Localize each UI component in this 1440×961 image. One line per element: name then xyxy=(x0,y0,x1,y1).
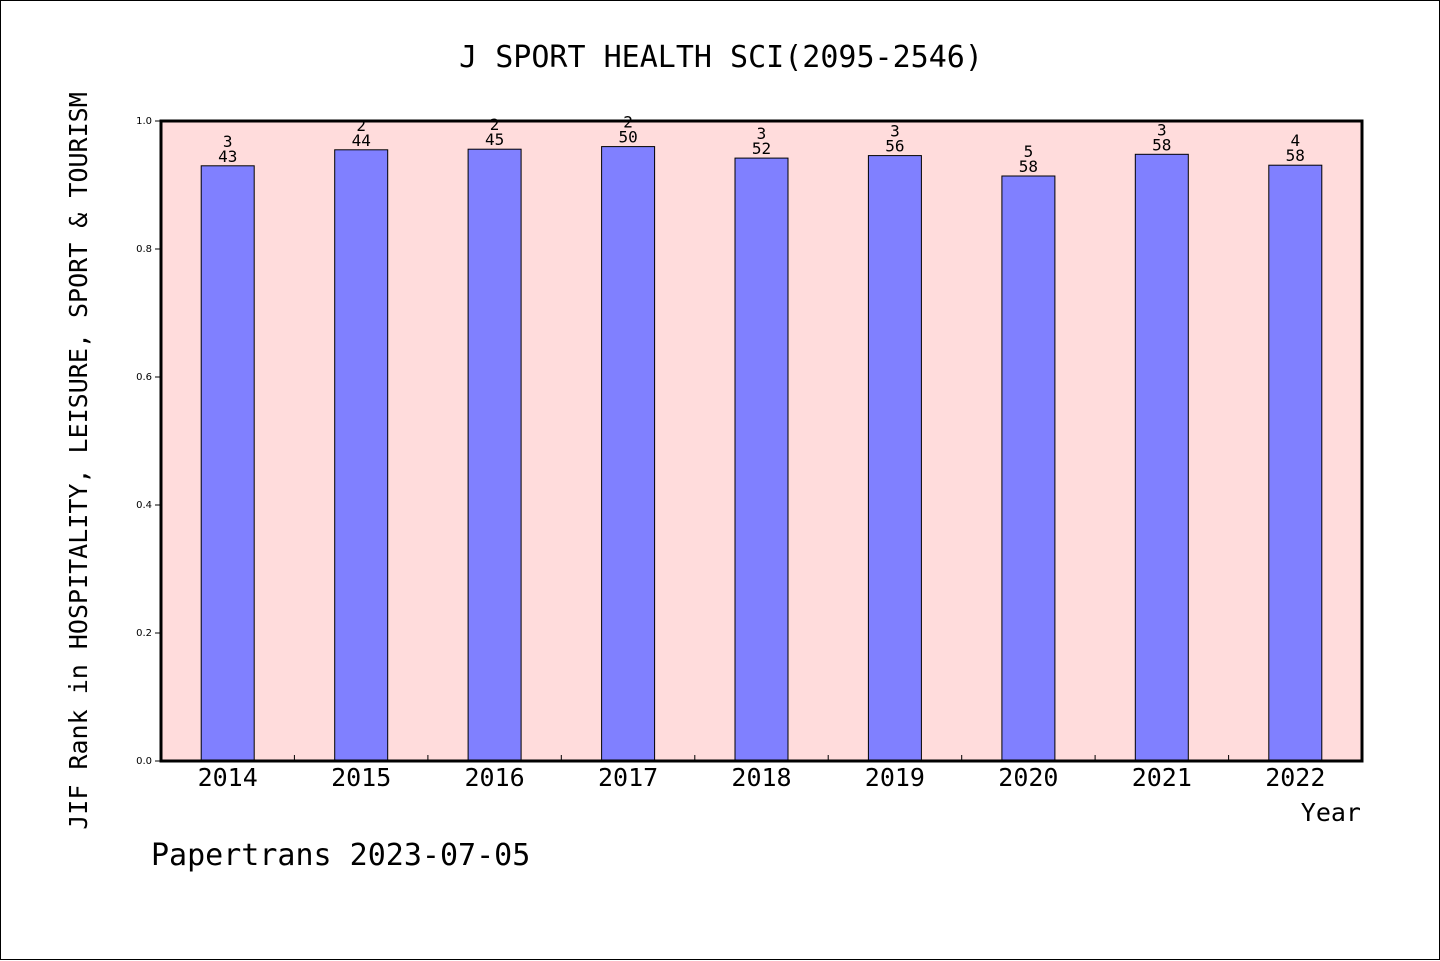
bar-total-label: 58 xyxy=(1152,135,1171,154)
bar-2021 xyxy=(1134,153,1189,762)
bar-total-label: 43 xyxy=(218,147,237,166)
bar-total-label: 58 xyxy=(1019,157,1038,176)
plot-border xyxy=(159,119,1364,763)
bar-2014 xyxy=(200,165,255,762)
y-tick-label: 0.8 xyxy=(136,244,152,255)
x-tick-label: 2021 xyxy=(1132,763,1192,792)
bar-2020 xyxy=(1001,175,1056,762)
bar-rank-label: 5 xyxy=(1024,142,1034,161)
bar-total-label: 50 xyxy=(618,128,637,147)
bar-rank-label: 3 xyxy=(223,132,233,151)
bar-rank-label: 2 xyxy=(356,116,366,135)
x-tick-label: 2020 xyxy=(998,763,1058,792)
y-tick-label: 0.4 xyxy=(136,500,152,511)
y-axis-label: JIF Rank in HOSPITALITY, LEISURE, SPORT … xyxy=(64,92,93,830)
chart-title: J SPORT HEALTH SCI(2095-2546) xyxy=(459,40,983,75)
bar-total-label: 56 xyxy=(885,137,904,156)
x-tick-label: 2017 xyxy=(598,763,658,792)
y-tick-label: 0.2 xyxy=(136,628,152,639)
bar-rank-label: 3 xyxy=(757,124,767,143)
x-tick-label: 2018 xyxy=(731,763,791,792)
bar-2015 xyxy=(334,149,389,762)
x-tick-label: 2016 xyxy=(464,763,524,792)
y-tick-label: 0.6 xyxy=(136,372,152,383)
bars-group xyxy=(200,146,1323,762)
x-tick-label: 2019 xyxy=(865,763,925,792)
x-tick-label: 2022 xyxy=(1265,763,1325,792)
bar-total-label: 58 xyxy=(1286,146,1305,165)
bar-2016 xyxy=(467,148,522,762)
bar-rank-label: 3 xyxy=(1157,120,1167,139)
bar-2022 xyxy=(1268,164,1323,762)
x-tick-label: 2015 xyxy=(331,763,391,792)
bar-rank-label: 2 xyxy=(490,115,500,134)
bar-total-label: 44 xyxy=(352,131,371,150)
bar-2017 xyxy=(601,146,656,762)
bar-2018 xyxy=(734,157,789,762)
x-tick-label: 2014 xyxy=(198,763,258,792)
bar-2019 xyxy=(867,155,922,762)
x-axis-label: Year xyxy=(1301,798,1361,827)
footer-credit: Papertrans 2023-07-05 xyxy=(151,838,530,873)
y-tick-label: 0.0 xyxy=(136,756,152,767)
y-axis: 0.0 0.2 0.4 0.6 0.8 1.0 xyxy=(136,116,161,767)
bar-total-label: 52 xyxy=(752,139,771,158)
x-axis: 2014 2015 2016 2017 2018 2019 2020 2021 2022 xyxy=(198,755,1325,792)
bar-total-label: 45 xyxy=(485,130,504,149)
bar-rank-label: 3 xyxy=(890,122,900,141)
bar-rank-label: 4 xyxy=(1290,131,1300,150)
y-tick-label: 1.0 xyxy=(136,116,152,127)
